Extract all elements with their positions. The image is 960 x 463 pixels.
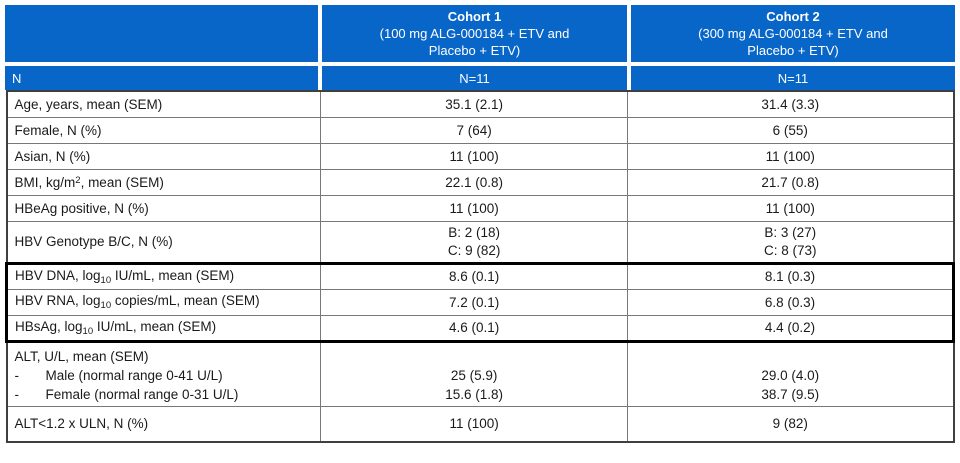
row-label-age: Age, years, mean (SEM) bbox=[5, 90, 322, 118]
value-alt-uln-cohort1: 11 (100) bbox=[320, 405, 629, 443]
table-row-hbeag: HBeAg positive, N (%) 11 (100) 11 (100) bbox=[5, 194, 954, 222]
value-bmi-cohort1: 22.1 (0.8) bbox=[320, 168, 629, 196]
header-empty-cell bbox=[5, 5, 318, 62]
row-label-hbeag: HBeAg positive, N (%) bbox=[5, 194, 322, 222]
table-row-hbv-dna: HBV DNA, log10 IU/mL, mean (SEM) 8.6 (0.… bbox=[4, 261, 955, 290]
row-label-asian: Asian, N (%) bbox=[5, 142, 322, 170]
header-cohort2-cell: Cohort 2 (300 mg ALG-000184 + ETV and Pl… bbox=[631, 5, 955, 62]
dash-bullet: - bbox=[14, 367, 20, 383]
value-hbsag-cohort1: 4.6 (0.1) bbox=[320, 314, 629, 343]
table-row-age: Age, years, mean (SEM) 35.1 (2.1) 31.4 (… bbox=[5, 90, 954, 118]
value-hbv-rna-cohort2: 6.8 (0.3) bbox=[627, 288, 955, 316]
subscript: 10 bbox=[100, 300, 112, 311]
cohort2-title: Cohort 2 bbox=[766, 9, 820, 24]
header-cohort1-cell: Cohort 1 (100 mg ALG-000184 + ETV and Pl… bbox=[322, 5, 627, 62]
cohort1-title: Cohort 1 bbox=[447, 9, 502, 24]
value-hbeag-cohort2: 11 (100) bbox=[627, 194, 954, 222]
alt-female-value: 38.7 (9.5) bbox=[761, 386, 820, 402]
label-text: HBV DNA, log bbox=[15, 267, 101, 283]
table-row-genotype: HBV Genotype B/C, N (%) B: 2 (18) C: 9 (… bbox=[5, 220, 954, 264]
subscript: 10 bbox=[100, 274, 112, 286]
table-row-asian: Asian, N (%) 11 (100) 11 (100) bbox=[5, 142, 954, 170]
value-hbsag-cohort2: 4.4 (0.2) bbox=[627, 314, 955, 343]
label-text: HBV RNA, log bbox=[15, 293, 101, 308]
row-label-bmi: BMI, kg/m2, mean (SEM) bbox=[5, 168, 322, 196]
row-label-hbsag: HBsAg, log10 IU/mL, mean (SEM) bbox=[4, 314, 322, 343]
label-text: HBsAg, log bbox=[15, 318, 83, 334]
label-text: Male (normal range 0-41 U/L) bbox=[45, 367, 223, 383]
label-text: IU/mL, mean (SEM) bbox=[93, 318, 217, 334]
label-text: copies/mL, mean (SEM) bbox=[111, 293, 260, 308]
label-text: Female (normal range 0-31 U/L) bbox=[45, 386, 239, 402]
alt-label-female: - Female (normal range 0-31 U/L) bbox=[15, 385, 315, 404]
alt-male-value: 25 (5.9) bbox=[450, 367, 498, 383]
value-age-cohort1: 35.1 (2.1) bbox=[320, 90, 629, 118]
row-label-alt-uln: ALT<1.2 x ULN, N (%) bbox=[5, 405, 322, 443]
genotype-b-value: B: 2 (18) bbox=[448, 224, 500, 240]
value-bmi-cohort2: 21.7 (0.8) bbox=[627, 168, 954, 196]
value-age-cohort2: 31.4 (3.3) bbox=[627, 90, 954, 118]
n-row-cohort2: N=11 bbox=[631, 66, 955, 90]
value-asian-cohort1: 11 (100) bbox=[320, 142, 629, 170]
row-label-alt: ALT, U/L, mean (SEM) - Male (normal range… bbox=[5, 340, 322, 407]
table-row-alt-uln: ALT<1.2 x ULN, N (%) 11 (100) 9 (82) bbox=[5, 405, 954, 443]
table-row-female: Female, N (%) 7 (64) 6 (55) bbox=[5, 116, 954, 144]
genotype-c-value: C: 8 (73) bbox=[764, 242, 817, 258]
cohort2-subtitle-line1: (300 mg ALG-000184 + ETV and bbox=[698, 26, 888, 41]
value-hbv-rna-cohort1: 7.2 (0.1) bbox=[320, 288, 629, 316]
spacer-line bbox=[325, 347, 623, 366]
table-row-bmi: BMI, kg/m2, mean (SEM) 22.1 (0.8) 21.7 (… bbox=[5, 168, 954, 196]
value-alt-uln-cohort2: 9 (82) bbox=[627, 405, 954, 443]
value-genotype-cohort1: B: 2 (18) C: 9 (82) bbox=[320, 220, 629, 264]
value-female-cohort1: 7 (64) bbox=[320, 116, 629, 144]
n-row-cohort1: N=11 bbox=[322, 66, 627, 90]
table-row-alt: ALT, U/L, mean (SEM) - Male (normal range… bbox=[5, 340, 954, 407]
n-row-label: N bbox=[5, 66, 318, 90]
baseline-characteristics-table: Age, years, mean (SEM) 35.1 (2.1) 31.4 (… bbox=[4, 90, 955, 443]
cohort2-subtitle-line2: Placebo + ETV) bbox=[747, 43, 839, 58]
row-label-genotype: HBV Genotype B/C, N (%) bbox=[5, 220, 322, 264]
table-header: Cohort 1 (100 mg ALG-000184 + ETV and Pl… bbox=[5, 5, 955, 90]
label-text: , mean (SEM) bbox=[80, 174, 164, 190]
superscript: 2 bbox=[75, 174, 81, 186]
label-text: IU/mL, mean (SEM) bbox=[111, 267, 235, 283]
table-row-hbv-rna: HBV RNA, log10 copies/mL, mean (SEM) 7.2… bbox=[4, 288, 955, 316]
alt-label-male: - Male (normal range 0-41 U/L) bbox=[15, 366, 315, 385]
value-female-cohort2: 6 (55) bbox=[627, 116, 954, 144]
alt-female-value: 15.6 (1.8) bbox=[445, 386, 503, 402]
subscript: 10 bbox=[82, 325, 94, 337]
genotype-b-value: B: 3 (27) bbox=[764, 224, 817, 240]
value-hbv-dna-cohort1: 8.6 (0.1) bbox=[320, 261, 629, 290]
value-hbv-dna-cohort2: 8.1 (0.3) bbox=[627, 261, 955, 290]
value-hbeag-cohort1: 11 (100) bbox=[320, 194, 629, 222]
row-label-female: Female, N (%) bbox=[5, 116, 322, 144]
genotype-c-value: C: 9 (82) bbox=[447, 242, 501, 258]
label-text: BMI, kg/m bbox=[14, 174, 76, 190]
alt-label-line1: ALT, U/L, mean (SEM) bbox=[14, 348, 149, 364]
row-label-hbv-rna: HBV RNA, log10 copies/mL, mean (SEM) bbox=[4, 288, 322, 316]
cohort1-subtitle-line1: (100 mg ALG-000184 + ETV and bbox=[379, 26, 570, 41]
table-row-hbsag: HBsAg, log10 IU/mL, mean (SEM) 4.6 (0.1)… bbox=[4, 314, 955, 343]
value-alt-cohort1: 25 (5.9) 15.6 (1.8) bbox=[320, 340, 629, 407]
row-label-hbv-dna: HBV DNA, log10 IU/mL, mean (SEM) bbox=[4, 261, 322, 290]
value-alt-cohort2: 29.0 (4.0) 38.7 (9.5) bbox=[627, 340, 954, 407]
value-asian-cohort2: 11 (100) bbox=[627, 142, 954, 170]
alt-male-value: 29.0 (4.0) bbox=[761, 367, 820, 383]
dash-bullet: - bbox=[14, 386, 20, 402]
spacer-line bbox=[632, 347, 948, 366]
value-genotype-cohort2: B: 3 (27) C: 8 (73) bbox=[627, 220, 954, 264]
cohort1-subtitle-line2: Placebo + ETV) bbox=[428, 43, 521, 58]
